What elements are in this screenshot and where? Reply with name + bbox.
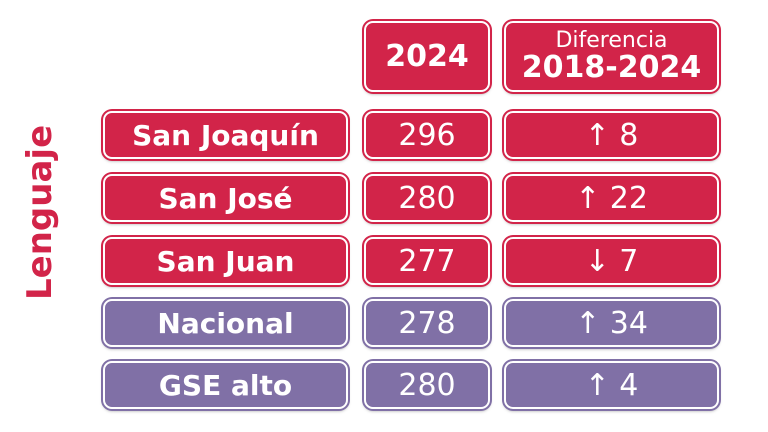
year-header: 2024 bbox=[364, 21, 490, 92]
row-difference: ↑ 8 bbox=[504, 111, 719, 159]
row-value: 280 bbox=[364, 174, 490, 222]
row-value: 278 bbox=[364, 299, 490, 347]
row-name: San Juan bbox=[103, 237, 348, 285]
row-difference: ↑ 22 bbox=[504, 174, 719, 222]
row-difference: ↓ 7 bbox=[504, 237, 719, 285]
row-value: 280 bbox=[364, 361, 490, 409]
row-difference: ↑ 4 bbox=[504, 361, 719, 409]
row-name: San Joaquín bbox=[103, 111, 348, 159]
subject-label: Lenguaje bbox=[20, 124, 60, 300]
row-difference: ↑ 34 bbox=[504, 299, 719, 347]
row-value: 277 bbox=[364, 237, 490, 285]
difference-header-title: Diferencia bbox=[555, 28, 668, 53]
difference-header: Diferencia 2018-2024 bbox=[504, 21, 719, 92]
difference-header-period: 2018-2024 bbox=[521, 50, 702, 85]
row-name: San José bbox=[103, 174, 348, 222]
row-value: 296 bbox=[364, 111, 490, 159]
row-name: Nacional bbox=[103, 299, 348, 347]
row-name: GSE alto bbox=[103, 361, 348, 409]
